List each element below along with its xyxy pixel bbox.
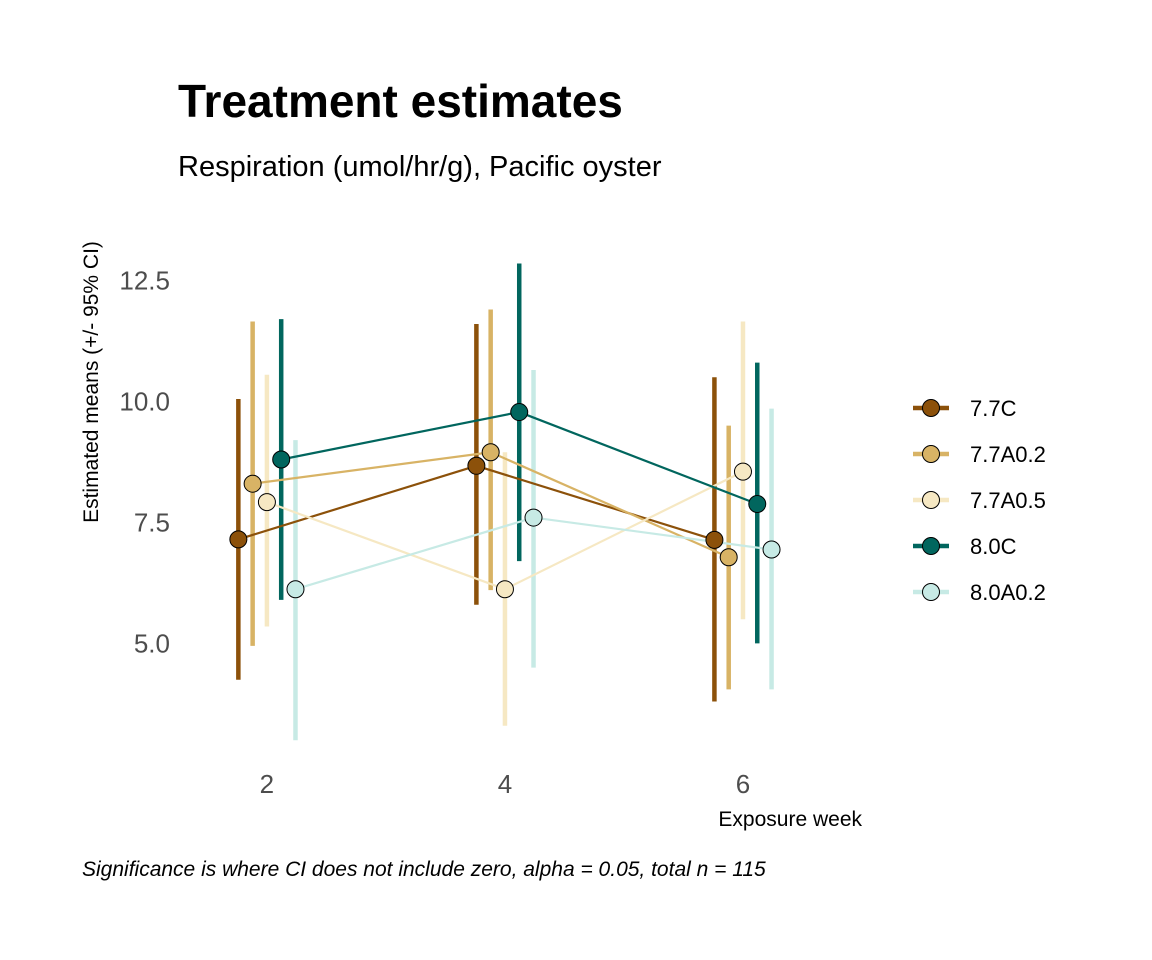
- y-axis-ticks: 5.0 7.5 10.0 12.5: [119, 265, 170, 658]
- x-axis-label: Exposure week: [718, 808, 862, 831]
- legend-key-point-8-0a0-2: [922, 583, 940, 601]
- y-tick-label: 7.5: [134, 507, 170, 537]
- y-tick-label: 10.0: [119, 386, 170, 416]
- point-7-7c-week-4: [467, 456, 486, 475]
- x-tick-label: 2: [260, 769, 274, 799]
- y-axis-label: Estimated means (+/- 95% CI): [80, 241, 103, 523]
- point-8-0a0-2-week-6: [762, 540, 781, 559]
- legend-label-8-0a0-2: 8.0A0.2: [970, 580, 1046, 605]
- legend-label-7-7c: 7.7C: [970, 396, 1017, 421]
- legend: 7.7C 7.7A0.2 7.7A0.5 8.0C 8.0A0.2: [913, 396, 1046, 605]
- point-8-0c-week-6: [748, 495, 767, 514]
- legend-key-point-8-0c: [922, 537, 940, 555]
- point-7-7c-week-6: [705, 530, 724, 549]
- errorbars: [236, 263, 774, 741]
- point-8-0a0-2-week-4: [524, 508, 543, 527]
- chart-subtitle: Respiration (umol/hr/g), Pacific oyster: [178, 151, 662, 183]
- point-8-0c-week-2: [272, 450, 291, 469]
- chart-title: Treatment estimates: [178, 75, 623, 127]
- legend-label-8-0c: 8.0C: [970, 534, 1017, 559]
- chart-caption: Significance is where CI does not includ…: [82, 858, 766, 881]
- point-7-7a0-5-week-4: [495, 580, 514, 599]
- point-8-0a0-2-week-2: [286, 580, 305, 599]
- point-7-7a0-2-week-4: [481, 443, 500, 462]
- x-axis-ticks: 2 4 6: [260, 769, 751, 799]
- point-7-7a0-2-week-6: [719, 548, 738, 567]
- point-7-7c-week-2: [229, 530, 248, 549]
- point-7-7a0-5-week-6: [733, 462, 752, 481]
- x-tick-label: 4: [498, 769, 512, 799]
- points: [229, 403, 781, 599]
- legend-label-7-7a0-2: 7.7A0.2: [970, 442, 1046, 467]
- legend-key-point-7-7a0-2: [922, 445, 940, 463]
- y-tick-label: 12.5: [119, 265, 170, 295]
- point-7-7a0-2-week-2: [243, 474, 262, 493]
- plot-area: [229, 263, 781, 741]
- point-7-7a0-5-week-2: [257, 493, 276, 512]
- point-8-0c-week-4: [510, 403, 529, 422]
- legend-key-point-7-7a0-5: [922, 491, 940, 509]
- y-tick-label: 5.0: [134, 628, 170, 658]
- x-tick-label: 6: [736, 769, 750, 799]
- legend-key-point-7-7c: [922, 399, 940, 417]
- legend-label-7-7a0-5: 7.7A0.5: [970, 488, 1046, 513]
